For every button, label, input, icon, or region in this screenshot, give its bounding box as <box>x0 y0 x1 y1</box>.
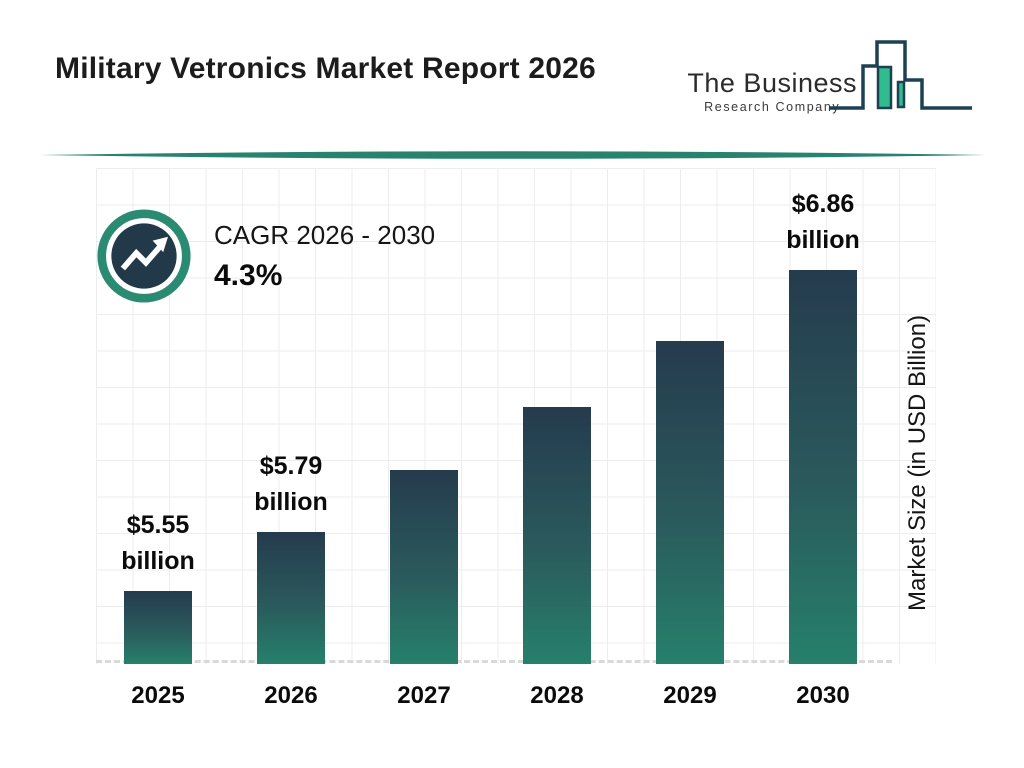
bar-group-2029: 2029 <box>656 168 724 709</box>
cagr-badge: CAGR 2026 - 2030 4.3% <box>96 208 435 304</box>
trend-up-icon <box>97 209 191 303</box>
company-logo: The Business Research Company <box>687 40 985 130</box>
x-tick-2029: 2029 <box>663 682 717 709</box>
bar-2030 <box>789 270 857 664</box>
bar-value-label-2030: $6.86 billion <box>786 190 860 254</box>
bar-group-2027: 2027 <box>390 168 458 709</box>
x-tick-2025: 2025 <box>131 682 185 709</box>
x-tick-2026: 2026 <box>264 682 318 709</box>
logo-bars-icon <box>829 40 972 110</box>
page-title: Military Vetronics Market Report 2026 <box>55 52 596 85</box>
divider-line <box>40 151 985 159</box>
x-tick-2028: 2028 <box>530 682 584 709</box>
bar-group-2025: $5.55 billion 2025 <box>121 168 195 709</box>
bar-group-2028: 2028 <box>523 168 591 709</box>
bar-2025 <box>124 591 192 664</box>
logo-tagline: Research Company <box>704 100 841 114</box>
bar-2028 <box>523 407 591 664</box>
x-tick-2027: 2027 <box>397 682 451 709</box>
bar-group-2030: $6.86 billion 2030 <box>786 168 860 709</box>
bar-value-label-2026: $5.79 billion <box>254 452 328 516</box>
bar-2027 <box>390 470 458 664</box>
logo-text: The Business Research Company <box>687 68 857 114</box>
bar-2029 <box>656 341 724 664</box>
logo-company-name: The Business <box>687 68 857 98</box>
y-axis-label: Market Size (in USD Billion) <box>904 314 931 611</box>
bar-2026 <box>257 532 325 664</box>
cagr-label: CAGR 2026 - 2030 <box>214 219 436 250</box>
cagr-value: 4.3% <box>214 258 283 292</box>
x-tick-2030: 2030 <box>796 682 850 709</box>
bar-value-label-2025: $5.55 billion <box>121 511 195 575</box>
cagr-text-block: CAGR 2026 - 2030 4.3% <box>214 220 435 293</box>
axis-baseline <box>96 660 892 663</box>
bar-plot: $5.55 billion 2025 $5.79 billion 2026 2027 2028… <box>96 168 936 709</box>
bar-group-2026: $5.79 billion 2026 <box>254 168 328 709</box>
